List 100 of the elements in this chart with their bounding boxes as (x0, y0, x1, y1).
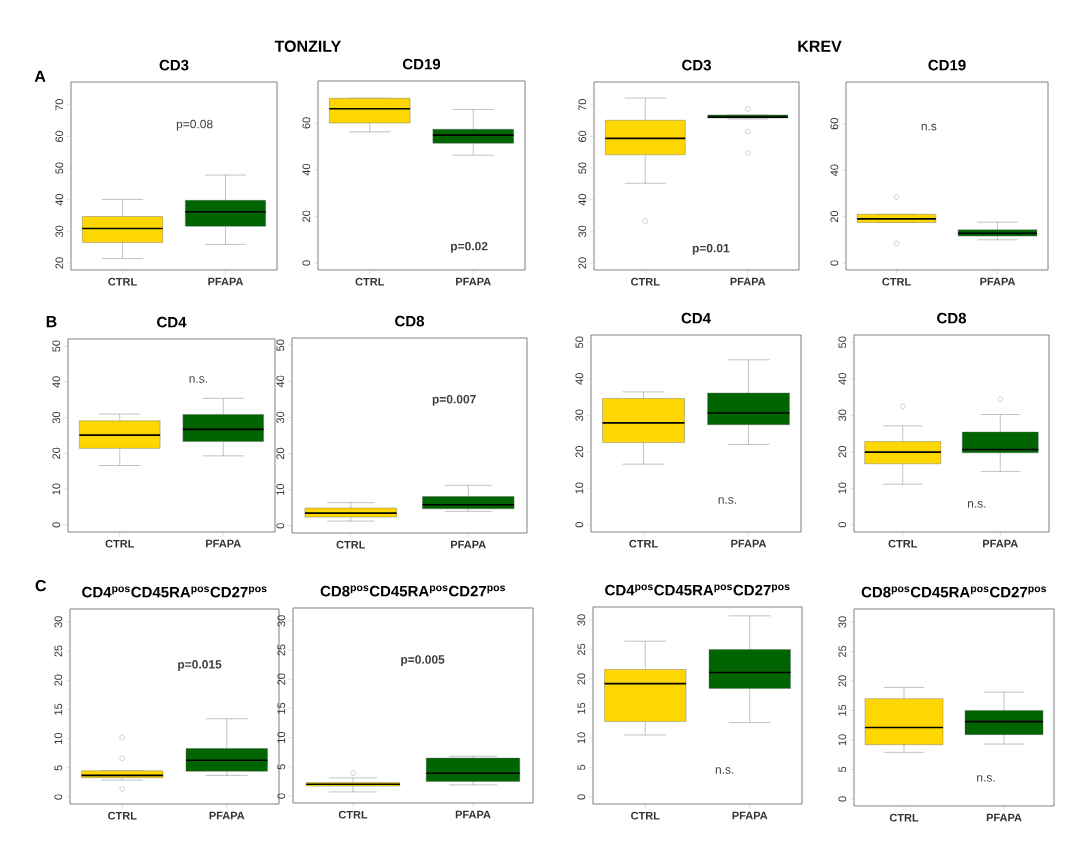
x-tick-label: CTRL (338, 810, 368, 819)
y-tick-label: 0 (276, 523, 285, 529)
text: A (34, 70, 46, 82)
y-tick-label: 70 (578, 99, 587, 111)
y-tick-label: 0 (830, 260, 839, 266)
annotation: p=0.02 (451, 241, 488, 253)
y-tick-label: 20 (276, 447, 285, 460)
text: C (35, 579, 47, 592)
x-tick-label: PFAPA (451, 540, 486, 549)
chart-title: CD4$^{pos}$CD45RA$^{pos}$CD27$^{pos}$ (605, 584, 790, 596)
y-tick-label: 20 (277, 673, 286, 685)
chart-title: CD19 (928, 59, 966, 71)
annotation: n.s. (715, 767, 734, 774)
x-tick-label: PFAPA (730, 277, 766, 286)
y-tick-label: 15 (54, 703, 63, 715)
text: KREV (798, 40, 842, 52)
y-tick-label: 15 (577, 702, 586, 714)
x-tick-label: PFAPA (208, 277, 244, 286)
y-tick-label: 60 (578, 130, 587, 142)
y-tick-label: 5 (838, 766, 847, 773)
x-tick-label: CTRL (105, 539, 135, 548)
y-tick-label: 15 (277, 702, 286, 714)
x-tick-label: CTRL (108, 277, 137, 286)
y-tick-label: 30 (577, 614, 586, 626)
x-tick-label: PFAPA (731, 539, 767, 548)
chart-title: CD8 (395, 315, 425, 327)
y-tick-label: 10 (838, 482, 847, 494)
chart-title: CD8 (937, 312, 967, 324)
y-tick-label: 60 (55, 130, 64, 142)
y-tick-label: 10 (577, 732, 586, 744)
y-tick-label: 50 (52, 340, 61, 352)
y-tick-label: 50 (276, 339, 285, 351)
y-tick-label: 40 (838, 373, 847, 385)
y-tick-label: 10 (575, 482, 584, 494)
y-tick-label: 30 (575, 409, 584, 421)
annotation: n.s. (189, 376, 207, 383)
text: TONZILY (274, 40, 342, 52)
chart-title: CD4 (157, 316, 187, 328)
y-tick-label: 5 (277, 764, 286, 770)
x-tick-label: PFAPA (732, 811, 768, 820)
y-tick-label: 40 (302, 163, 311, 176)
chart-title: CD8$^{pos}$CD45RA$^{pos}$CD27$^{pos}$ (861, 586, 1047, 598)
y-tick-label: 40 (830, 164, 839, 177)
x-tick-label: CTRL (882, 277, 911, 286)
y-tick-label: 0 (577, 794, 586, 800)
y-tick-label: 10 (52, 483, 61, 495)
x-tick-label: PFAPA (983, 539, 1018, 548)
chart-title: CD19 (402, 58, 441, 70)
annotation: p=0.015 (178, 660, 222, 671)
y-tick-label: 30 (55, 225, 64, 238)
text: B (46, 316, 57, 328)
y-tick-label: 40 (575, 373, 584, 385)
y-tick-label: 20 (55, 257, 64, 269)
y-tick-label: 60 (302, 117, 311, 129)
x-tick-label: CTRL (629, 539, 658, 548)
annotation: n.s (921, 123, 937, 131)
y-tick-label: 30 (277, 615, 286, 627)
y-tick-label: 5 (577, 764, 586, 771)
annotation: n.s. (967, 501, 986, 508)
x-tick-label: PFAPA (209, 811, 245, 820)
y-tick-label: 15 (838, 704, 847, 716)
y-tick-label: 50 (575, 336, 584, 348)
x-tick-label: CTRL (355, 277, 385, 286)
y-tick-label: 0 (838, 796, 847, 802)
y-tick-label: 20 (52, 447, 61, 459)
y-tick-label: 30 (276, 411, 285, 424)
y-tick-label: 20 (578, 257, 587, 269)
y-tick-label: 10 (276, 483, 285, 495)
y-tick-label: 0 (838, 522, 847, 528)
y-tick-label: 0 (302, 260, 311, 266)
annotation: p=0.08 (176, 119, 213, 131)
y-tick-label: 20 (830, 210, 839, 223)
y-tick-label: 50 (838, 336, 847, 348)
x-tick-label: PFAPA (980, 277, 1016, 286)
y-tick-label: 0 (575, 522, 584, 528)
x-tick-label: CTRL (108, 811, 137, 820)
y-tick-label: 60 (830, 118, 839, 130)
y-tick-label: 50 (55, 162, 64, 174)
y-tick-label: 20 (838, 446, 847, 458)
y-tick-label: 40 (276, 375, 285, 388)
chart-title: CD3 (682, 59, 711, 71)
y-tick-label: 25 (838, 645, 847, 658)
chart-title: CD4$^{pos}$CD45RA$^{pos}$CD27$^{pos}$ (82, 586, 267, 598)
y-tick-label: 0 (52, 522, 61, 528)
x-tick-label: CTRL (888, 539, 918, 548)
y-tick-label: 20 (54, 674, 63, 686)
y-tick-label: 30 (52, 411, 61, 424)
y-tick-label: 25 (277, 644, 286, 656)
y-tick-label: 20 (577, 673, 586, 685)
y-tick-label: 0 (277, 793, 286, 799)
y-tick-label: 30 (838, 616, 847, 628)
y-tick-label: 30 (578, 225, 587, 238)
y-tick-label: 20 (575, 446, 584, 458)
y-tick-label: 10 (277, 731, 286, 743)
y-tick-label: 70 (55, 99, 64, 111)
y-tick-label: 50 (578, 162, 587, 174)
y-tick-label: 5 (54, 765, 63, 771)
y-tick-label: 10 (54, 732, 63, 744)
annotation: n.s. (718, 497, 737, 504)
y-tick-label: 30 (54, 616, 63, 628)
